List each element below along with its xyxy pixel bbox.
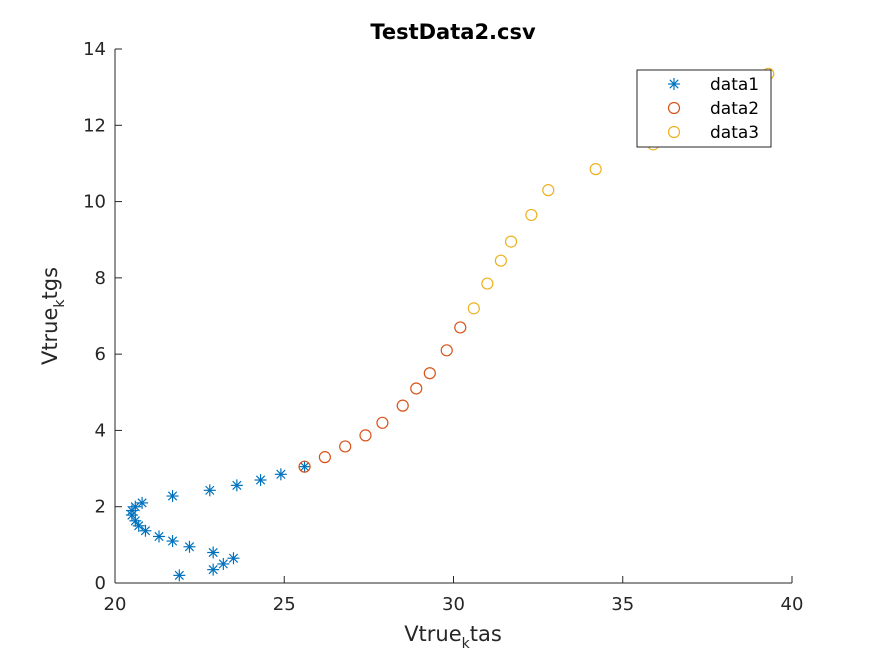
data1-point — [217, 557, 230, 570]
data2-point — [339, 440, 352, 453]
y-axis-ticks: 0 2 4 6 8 10 12 14 — [83, 39, 122, 594]
data3-point — [525, 208, 538, 222]
data3-point — [467, 302, 480, 315]
y-axis-label: Vtruektgs — [38, 267, 68, 365]
data1-point — [183, 540, 196, 553]
legend-marker-data2 — [667, 101, 681, 115]
legend-marker-data1 — [668, 78, 680, 90]
x-tick-label: 20 — [104, 594, 127, 615]
data1-point — [129, 500, 142, 513]
data3-point — [504, 235, 518, 248]
legend-label-data1: data1 — [710, 75, 759, 95]
legend-box — [636, 69, 772, 148]
data1-point — [207, 563, 220, 576]
data1-point — [153, 530, 166, 543]
x-tick-label: 30 — [442, 594, 465, 615]
legend: data1 data2 data3 — [636, 69, 772, 148]
data3-point — [494, 254, 507, 267]
data2-point — [359, 429, 372, 442]
data1-point — [274, 468, 287, 481]
data1-point — [139, 524, 152, 537]
data2-point — [376, 416, 389, 429]
data1-point — [254, 474, 267, 487]
y-tick-label: 12 — [83, 115, 106, 136]
series-data2 — [298, 321, 467, 473]
data-points — [125, 67, 775, 582]
y-tick-label: 0 — [95, 573, 106, 594]
x-axis-ticks: 20 25 30 35 40 — [104, 576, 804, 615]
data1-point — [227, 552, 240, 565]
y-tick-label: 8 — [95, 268, 106, 289]
x-tick-label: 35 — [611, 594, 634, 615]
y-tick-label: 4 — [95, 420, 106, 441]
data1-point — [230, 479, 243, 492]
data2-point — [410, 382, 423, 395]
legend-marker-data3 — [667, 125, 681, 139]
data1-point — [207, 546, 220, 559]
data2-point — [396, 399, 409, 412]
data1-point — [173, 569, 186, 582]
data2-point — [423, 367, 436, 380]
x-tick-label: 40 — [781, 594, 804, 615]
series-data1 — [125, 460, 311, 582]
chart-title: TestData2.csv — [370, 20, 536, 44]
x-tick-label: 25 — [273, 594, 296, 615]
data2-point — [454, 321, 467, 334]
data2-point — [318, 451, 331, 464]
x-axis-label: Vtruektas — [404, 622, 502, 652]
data3-point — [589, 163, 602, 176]
data1-point — [166, 535, 179, 548]
y-tick-label: 14 — [83, 39, 106, 60]
data3-point — [481, 277, 494, 290]
data3-point — [542, 184, 555, 197]
legend-label-data3: data3 — [710, 123, 759, 143]
data1-point — [203, 484, 216, 497]
data1-point — [166, 490, 179, 503]
data1-point — [298, 460, 311, 473]
legend-label-data2: data2 — [710, 99, 759, 119]
y-tick-label: 2 — [95, 497, 106, 518]
y-tick-label: 10 — [83, 192, 106, 213]
data1-point — [136, 496, 149, 509]
data2-point — [298, 460, 311, 473]
y-tick-label: 6 — [95, 344, 106, 365]
data2-point — [440, 344, 453, 357]
